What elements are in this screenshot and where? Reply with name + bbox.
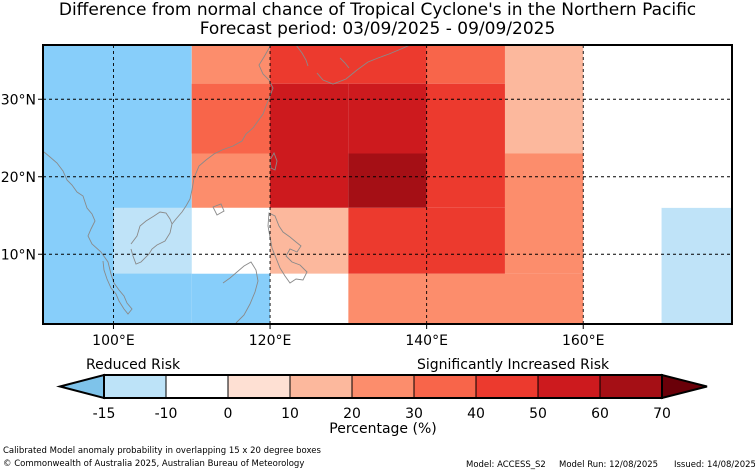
coastline-taiwan bbox=[269, 151, 278, 171]
colorbar-tick-label: 60 bbox=[591, 406, 609, 422]
colorbar-tick-label: 10 bbox=[281, 406, 299, 422]
colorbar-segment bbox=[227, 374, 291, 399]
map-cell bbox=[504, 153, 584, 274]
gridlines bbox=[43, 45, 732, 324]
colorbar-tick-label: 70 bbox=[653, 406, 671, 422]
reduced-risk-label: Reduced Risk bbox=[86, 357, 181, 373]
map-cell bbox=[426, 45, 505, 84]
colorbar-tick-label: 0 bbox=[223, 406, 233, 422]
footer-model-run: Model Run: 12/08/2025 bbox=[559, 460, 659, 470]
map-cell bbox=[583, 153, 662, 324]
colorbar-segment bbox=[599, 374, 663, 399]
colorbar-tick-label: 20 bbox=[343, 406, 361, 422]
map-cell bbox=[270, 273, 349, 324]
lat-tick-label: 20°N bbox=[1, 170, 36, 186]
map-cell bbox=[661, 207, 732, 324]
lat-tick-label: 30°N bbox=[1, 92, 36, 108]
map-cell bbox=[348, 273, 584, 324]
map-cell bbox=[113, 207, 192, 274]
map-cell bbox=[191, 83, 271, 154]
map-cell bbox=[43, 45, 192, 324]
colorbar-tick-label: -15 bbox=[92, 406, 116, 422]
colorbar-axis-label: Percentage (%) bbox=[329, 421, 437, 437]
colorbar-tick-label: 50 bbox=[529, 406, 547, 422]
coastline-korea-japan bbox=[295, 44, 411, 85]
map-cell bbox=[191, 273, 271, 324]
colorbar-segment bbox=[103, 374, 167, 399]
coastlines bbox=[43, 44, 411, 324]
colorbar-over-arrow bbox=[661, 373, 708, 400]
footer-model: Model: ACCESS_S2 bbox=[466, 460, 546, 470]
coastline-hainan bbox=[212, 203, 225, 216]
increased-risk-label: Significantly Increased Risk bbox=[417, 357, 610, 373]
axis-labels: 100°E 120°E 140°E 160°E 30°N 20°N 10°N bbox=[1, 92, 605, 349]
map-cell bbox=[426, 83, 505, 208]
map-cell bbox=[270, 45, 427, 84]
footer-issued-date: Issued: 14/08/2025 bbox=[674, 460, 755, 470]
map-cell bbox=[661, 45, 732, 208]
map-title: Difference from normal chance of Tropica… bbox=[58, 0, 697, 20]
axis-ticks bbox=[38, 98, 584, 329]
colorbar-under-arrow bbox=[56, 373, 105, 400]
map-cell bbox=[191, 207, 271, 274]
lat-tick-label: 10°N bbox=[1, 247, 36, 263]
footer-description: Calibrated Model anomaly probability in … bbox=[3, 446, 321, 456]
map-frame bbox=[42, 44, 733, 325]
colorbar bbox=[56, 373, 708, 400]
colorbar-segment bbox=[351, 374, 415, 399]
coastline-borneo bbox=[222, 261, 259, 324]
colorbar-segment bbox=[165, 374, 229, 399]
colorbar-segment bbox=[537, 374, 601, 399]
lon-tick-label: 100°E bbox=[92, 333, 135, 349]
colorbar-segment bbox=[289, 374, 353, 399]
lon-tick-label: 120°E bbox=[249, 333, 292, 349]
map-cell bbox=[348, 83, 427, 154]
colorbar-outline bbox=[103, 374, 663, 399]
map-cell bbox=[270, 207, 349, 274]
lon-tick-label: 140°E bbox=[405, 333, 448, 349]
coastline-philippines bbox=[267, 212, 308, 284]
colorbar-segment bbox=[413, 374, 477, 399]
colorbar-tick-label: 30 bbox=[405, 406, 423, 422]
colorbar-tick-label: -10 bbox=[154, 406, 178, 422]
footer-copyright: © Commonwealth of Australia 2025, Austra… bbox=[3, 459, 305, 469]
lon-tick-label: 160°E bbox=[562, 333, 605, 349]
map-cell bbox=[191, 45, 271, 84]
colorbar-tick-label: 40 bbox=[467, 406, 485, 422]
colorbar-segment bbox=[475, 374, 539, 399]
map-cell bbox=[270, 83, 349, 208]
forecast-period: Forecast period: 03/09/2025 - 09/09/2025 bbox=[199, 19, 556, 39]
map-cell bbox=[348, 153, 427, 208]
coastline-asia bbox=[43, 44, 274, 315]
map-cell bbox=[583, 45, 662, 84]
map-cells bbox=[43, 45, 732, 324]
